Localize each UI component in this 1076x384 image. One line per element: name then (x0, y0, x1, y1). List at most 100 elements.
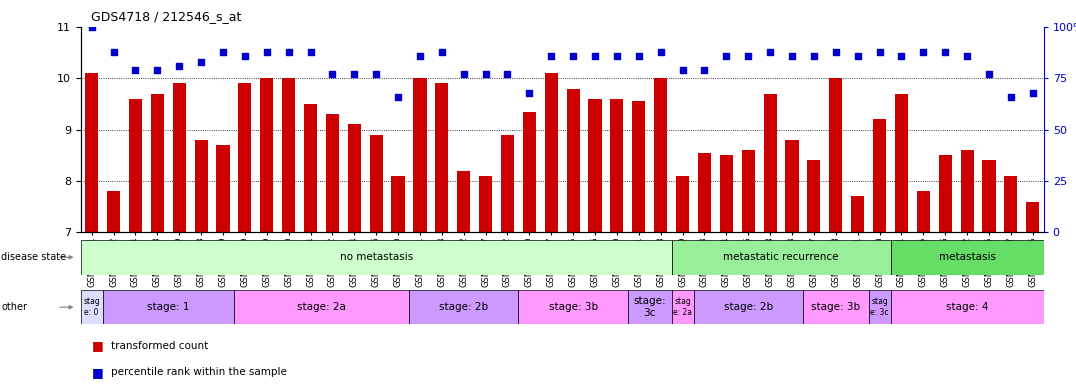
Bar (720, 155, 733, 232)
Bar (501, 135, 514, 232)
Point (959, 53, 976, 59)
Point (237, 53, 254, 59)
Point (936, 48, 953, 55)
Text: stage: 3b: stage: 3b (549, 302, 597, 312)
Point (718, 53, 735, 59)
Text: GDS4718 / 212546_s_at: GDS4718 / 212546_s_at (91, 10, 242, 23)
Bar (1027, 202, 1039, 232)
Point (193, 59, 210, 65)
Bar (764, 94, 777, 232)
Point (324, 71, 341, 77)
Point (171, 63, 188, 69)
Point (258, 48, 275, 55)
Point (455, 71, 472, 77)
Bar (873, 119, 887, 232)
Bar (409, 290, 519, 324)
Point (849, 53, 866, 59)
Point (1002, 94, 1019, 100)
Bar (891, 240, 1044, 275)
Bar (282, 78, 295, 232)
Bar (851, 196, 864, 232)
Text: ■: ■ (91, 366, 103, 379)
Bar (519, 290, 628, 324)
Text: transformed count: transformed count (111, 341, 208, 351)
Bar (436, 83, 449, 232)
Bar (785, 140, 798, 232)
Bar (807, 161, 821, 232)
Point (127, 67, 144, 73)
Text: stag
e: 0: stag e: 0 (83, 298, 100, 317)
Text: stage: 2a: stage: 2a (297, 302, 345, 312)
Point (280, 48, 297, 55)
Point (631, 53, 648, 59)
Bar (803, 290, 868, 324)
Point (586, 53, 604, 59)
Bar (676, 176, 689, 232)
Point (980, 71, 997, 77)
Text: metastatic recurrence: metastatic recurrence (723, 252, 839, 262)
Text: stage: 1: stage: 1 (147, 302, 189, 312)
Point (302, 48, 320, 55)
Bar (479, 176, 492, 232)
Point (608, 53, 625, 59)
Bar (151, 94, 164, 232)
Bar (671, 240, 891, 275)
Text: stage: 4: stage: 4 (946, 302, 989, 312)
Bar (233, 290, 409, 324)
Bar (81, 240, 671, 275)
Point (783, 53, 801, 59)
Text: stage: 2b: stage: 2b (439, 302, 489, 312)
Bar (348, 124, 360, 232)
Bar (917, 191, 930, 232)
Text: metastasis: metastasis (938, 252, 995, 262)
Point (411, 53, 428, 59)
Bar (938, 155, 952, 232)
Bar (961, 150, 974, 232)
Text: stage: 2b: stage: 2b (724, 302, 773, 312)
Bar (671, 290, 694, 324)
Point (148, 67, 166, 73)
Bar (891, 290, 1044, 324)
Point (477, 71, 494, 77)
Text: stage: 3b: stage: 3b (811, 302, 861, 312)
Text: stag
e: 3c: stag e: 3c (870, 298, 889, 317)
Bar (523, 112, 536, 232)
Point (674, 67, 691, 73)
Bar (107, 191, 121, 232)
Point (345, 71, 363, 77)
Point (214, 48, 231, 55)
Text: no metastasis: no metastasis (340, 252, 413, 262)
Text: ■: ■ (91, 339, 103, 352)
Point (827, 48, 845, 55)
Bar (303, 104, 317, 232)
Bar (369, 135, 383, 232)
Bar (610, 99, 623, 232)
Bar (1004, 176, 1018, 232)
Text: stage:
3c: stage: 3c (634, 296, 666, 318)
Text: percentile rank within the sample: percentile rank within the sample (111, 367, 286, 377)
Point (893, 53, 910, 59)
Text: other: other (1, 302, 27, 312)
Point (652, 48, 669, 55)
Bar (628, 290, 671, 324)
Text: stag
e: 2a: stag e: 2a (674, 298, 692, 317)
Bar (654, 78, 667, 232)
Bar (392, 176, 405, 232)
Bar (413, 78, 426, 232)
Bar (982, 161, 995, 232)
Point (696, 67, 713, 73)
Point (762, 48, 779, 55)
Point (739, 53, 756, 59)
Text: disease state: disease state (1, 252, 67, 262)
Bar (633, 101, 646, 232)
Point (368, 71, 385, 77)
Bar (741, 150, 754, 232)
Point (805, 53, 822, 59)
Bar (694, 290, 803, 324)
Bar (868, 290, 891, 324)
Point (83, 24, 100, 30)
Bar (81, 290, 102, 324)
Bar (567, 88, 580, 232)
Bar (216, 145, 229, 232)
Bar (895, 94, 908, 232)
